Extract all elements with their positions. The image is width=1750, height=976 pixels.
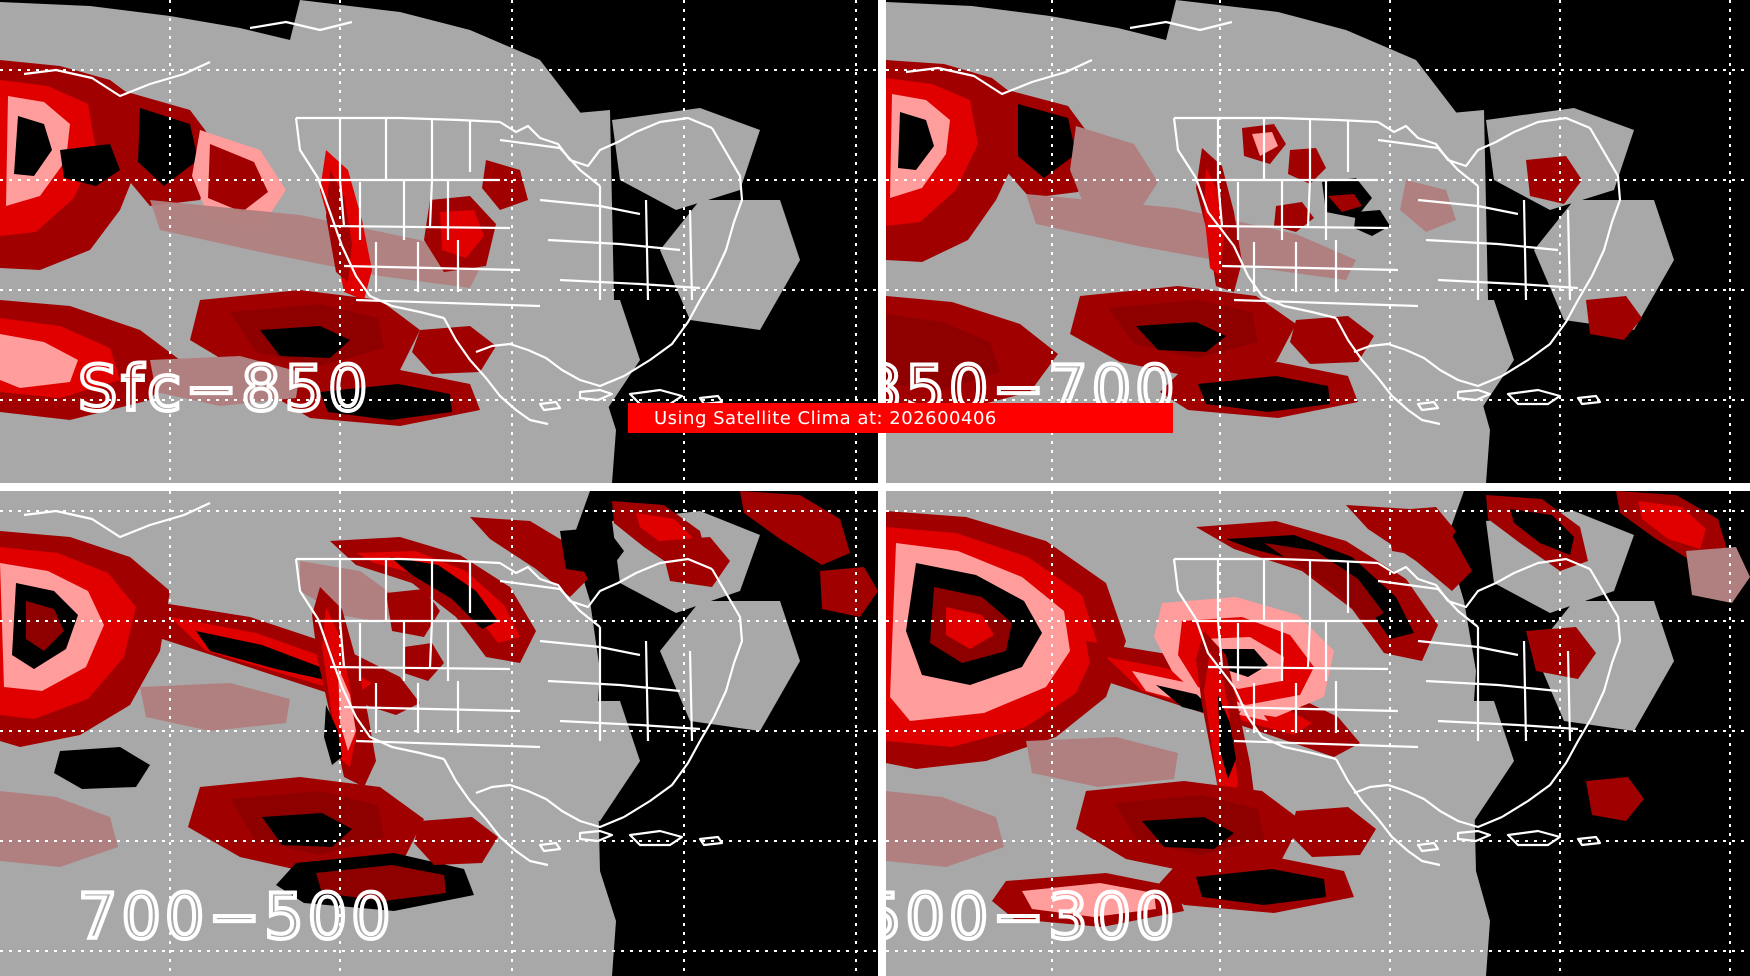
status-banner: Using Satellite Clima at: 202600406 (628, 403, 1173, 433)
panel-divider-horizontal (0, 483, 1750, 491)
map-canvas-850-700 (886, 0, 1750, 483)
map-canvas-500-300 (886, 491, 1750, 976)
panel-850-700[interactable]: 850−700 (886, 0, 1750, 483)
panel-700-500[interactable]: 700−500 (0, 491, 878, 976)
panel-500-300[interactable]: 500−300 (886, 491, 1750, 976)
status-banner-text: Using Satellite Clima at: 202600406 (654, 407, 997, 429)
map-canvas-700-500 (0, 491, 878, 976)
map-canvas-sfc-850 (0, 0, 878, 483)
panel-sfc-850[interactable]: Sfc−850 (0, 0, 878, 483)
